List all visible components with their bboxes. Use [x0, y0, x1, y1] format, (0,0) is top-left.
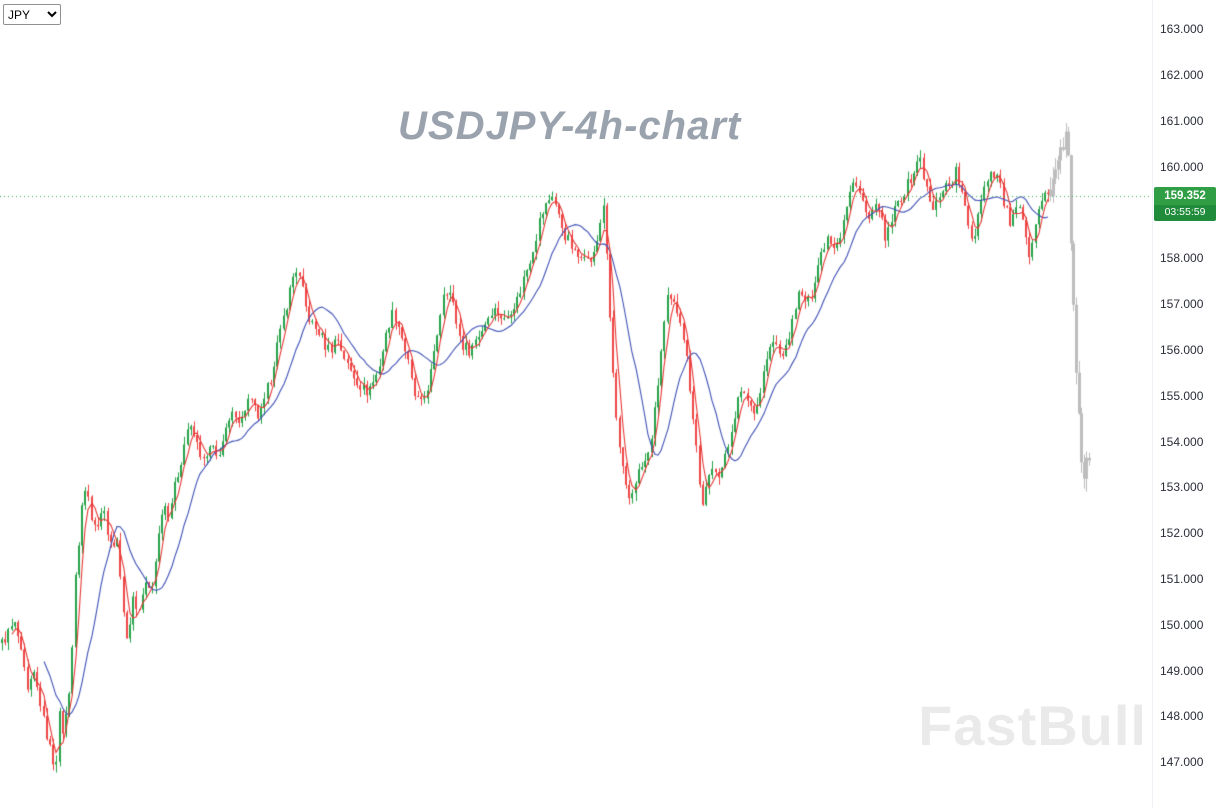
price-axis-label: 154.000: [1160, 434, 1204, 449]
price-axis-label: 148.000: [1160, 709, 1204, 724]
currency-select[interactable]: JPY: [3, 4, 61, 25]
price-axis-label: 153.000: [1160, 480, 1204, 495]
countdown-timer: 03:55:59: [1154, 204, 1216, 221]
price-axis-label: 155.000: [1160, 388, 1204, 403]
candlestick-chart[interactable]: [0, 0, 1152, 808]
price-axis-label: 156.000: [1160, 342, 1204, 357]
price-axis-label: 151.000: [1160, 571, 1204, 586]
price-axis-label: 161.000: [1160, 113, 1204, 128]
price-axis-label: 160.000: [1160, 159, 1204, 174]
price-axis-label: 158.000: [1160, 251, 1204, 266]
price-axis-label: 163.000: [1160, 22, 1204, 37]
price-axis-label: 157.000: [1160, 297, 1204, 312]
price-axis[interactable]: 159.352 03:55:59 163.000 162.000 161.000 16…: [1152, 0, 1217, 808]
price-axis-label: 162.000: [1160, 68, 1204, 83]
last-price-value: 159.352: [1154, 187, 1216, 205]
price-axis-label: 147.000: [1160, 755, 1204, 770]
price-axis-label: 152.000: [1160, 526, 1204, 541]
last-price-badge: 159.352 03:55:59: [1154, 187, 1216, 221]
price-axis-label: 150.000: [1160, 617, 1204, 632]
price-axis-label: 149.000: [1160, 663, 1204, 678]
